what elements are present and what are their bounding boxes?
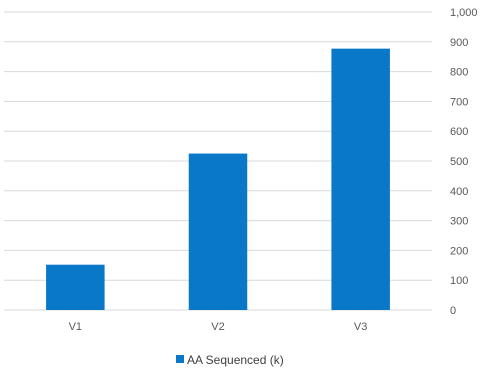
y-tick-label: 900	[450, 37, 468, 49]
legend-swatch	[176, 355, 184, 363]
y-tick-label: 700	[450, 96, 468, 108]
legend: AA Sequenced (k)	[176, 353, 284, 367]
y-tick-label: 0	[450, 305, 456, 317]
x-tick-label: V3	[354, 321, 367, 333]
y-tick-label: 800	[450, 67, 468, 79]
bar-v2	[188, 153, 248, 310]
y-tick-label: 300	[450, 216, 468, 228]
x-tick-label: V1	[69, 321, 82, 333]
y-tick-label: 500	[450, 156, 468, 168]
bar-v3	[331, 48, 390, 311]
x-axis-ticks: V1 V2 V3	[69, 321, 368, 333]
x-tick-label: V2	[211, 321, 224, 333]
bar-v1	[46, 264, 105, 310]
y-tick-label: 200	[450, 245, 468, 257]
y-tick-label: 100	[450, 275, 468, 287]
bars	[46, 48, 390, 311]
y-tick-label: 1,000	[450, 7, 478, 19]
legend-label: AA Sequenced (k)	[187, 353, 284, 367]
y-axis-ticks: 0 100 200 300 400 500 600 700 800 900 1,000	[450, 7, 478, 317]
y-tick-label: 600	[450, 126, 468, 138]
y-tick-label: 400	[450, 186, 468, 198]
